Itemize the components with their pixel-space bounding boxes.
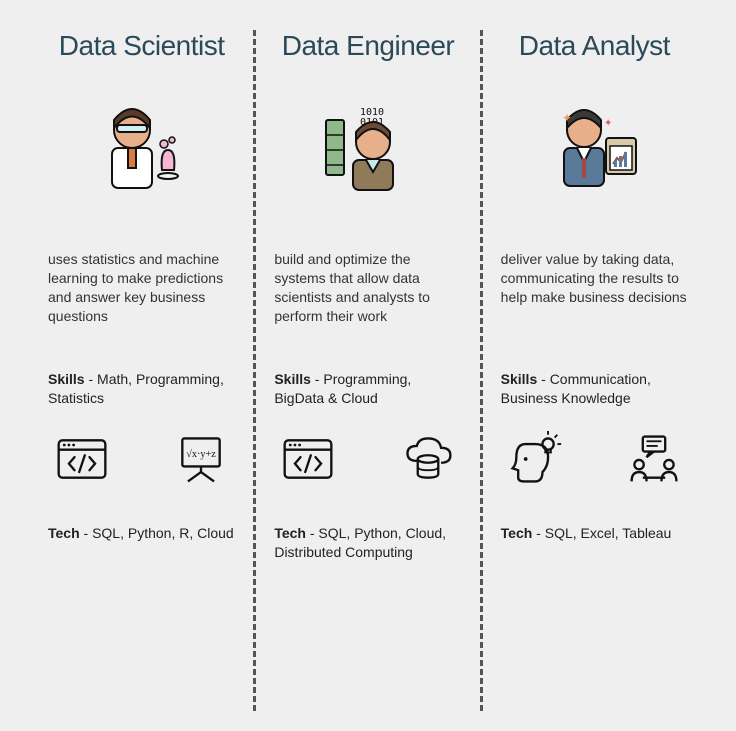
tech-label: Tech	[48, 525, 80, 541]
hero-illustration	[48, 90, 235, 210]
tech-text: - SQL, Excel, Tableau	[532, 525, 671, 541]
column-data-analyst: Data Analyst ✦ ✦ deliver value by taking…	[483, 30, 706, 711]
skills-label: Skills	[48, 371, 85, 387]
skills-label: Skills	[274, 371, 311, 387]
role-title: Data Engineer	[274, 30, 461, 62]
role-description: uses statistics and machine learning to …	[48, 250, 235, 340]
hero-illustration: 1010 0101	[274, 90, 461, 210]
cloud-db-icon	[400, 431, 456, 487]
tech-line: Tech - SQL, Python, R, Cloud	[48, 524, 235, 543]
code-window-icon	[54, 431, 110, 487]
analyst-icon: ✦ ✦	[544, 100, 644, 200]
skills-line: Skills - Communication, Business Knowled…	[501, 370, 688, 410]
column-data-scientist: Data Scientist uses statistics and machi…	[30, 30, 256, 711]
role-title: Data Analyst	[501, 30, 688, 62]
scientist-icon	[92, 100, 192, 200]
role-title: Data Scientist	[48, 30, 235, 62]
tech-line: Tech - SQL, Python, Cloud, Distributed C…	[274, 524, 461, 562]
role-description: build and optimize the systems that allo…	[274, 250, 461, 340]
tech-label: Tech	[501, 525, 533, 541]
skill-icons: √x·y+z	[48, 424, 235, 494]
meeting-icon	[626, 431, 682, 487]
svg-text:√x·y+z: √x·y+z	[187, 448, 217, 460]
engineer-icon: 1010 0101	[318, 100, 418, 200]
code-window-icon	[280, 431, 336, 487]
roles-grid: Data Scientist uses statistics and machi…	[30, 30, 706, 711]
skill-icons	[274, 424, 461, 494]
tech-line: Tech - SQL, Excel, Tableau	[501, 524, 688, 543]
skills-label: Skills	[501, 371, 538, 387]
skills-line: Skills - Math, Programming, Statistics	[48, 370, 235, 410]
skill-icons	[501, 424, 688, 494]
math-board-icon: √x·y+z	[173, 431, 229, 487]
idea-head-icon	[507, 431, 563, 487]
role-description: deliver value by taking data, communicat…	[501, 250, 688, 340]
tech-text: - SQL, Python, R, Cloud	[80, 525, 234, 541]
svg-text:✦: ✦	[562, 111, 572, 125]
svg-text:✦: ✦	[604, 118, 612, 129]
column-data-engineer: Data Engineer 1010 0101 build and optimi…	[256, 30, 482, 711]
skills-line: Skills - Programming, BigData & Cloud	[274, 370, 461, 410]
hero-illustration: ✦ ✦	[501, 90, 688, 210]
tech-label: Tech	[274, 525, 306, 541]
